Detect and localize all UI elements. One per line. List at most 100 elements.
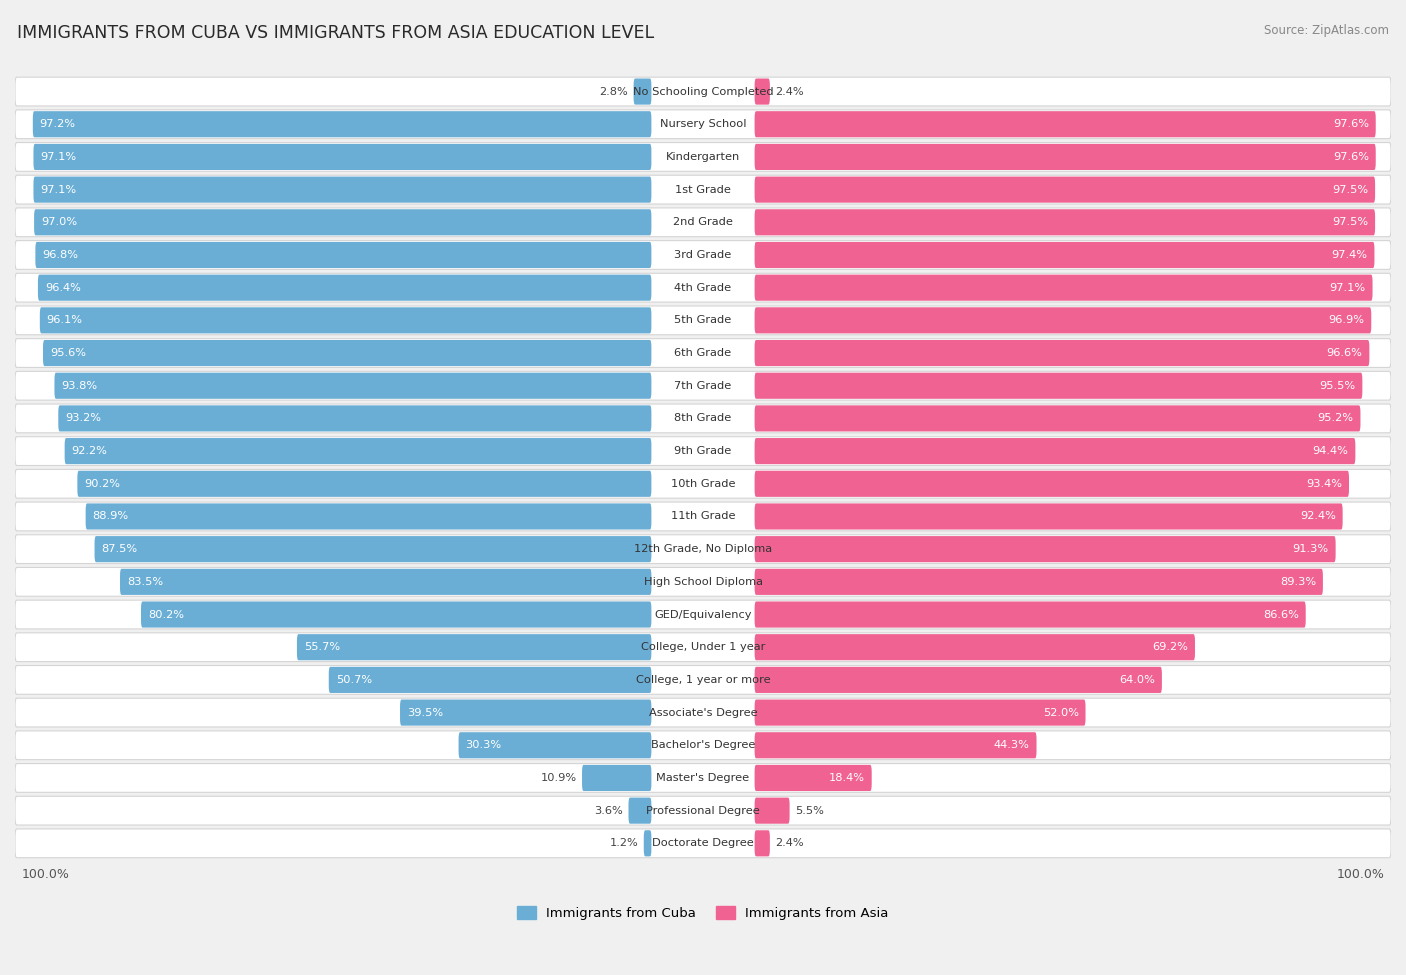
Text: 97.2%: 97.2%: [39, 119, 76, 130]
Text: 97.1%: 97.1%: [41, 184, 76, 195]
Text: No Schooling Completed: No Schooling Completed: [633, 87, 773, 97]
Text: 97.6%: 97.6%: [1333, 152, 1369, 162]
FancyBboxPatch shape: [141, 602, 651, 628]
FancyBboxPatch shape: [755, 471, 1348, 497]
FancyBboxPatch shape: [755, 568, 1323, 595]
Text: Nursery School: Nursery School: [659, 119, 747, 130]
Text: Associate's Degree: Associate's Degree: [648, 708, 758, 718]
Text: 86.6%: 86.6%: [1263, 609, 1299, 619]
Text: 96.8%: 96.8%: [42, 250, 79, 260]
Legend: Immigrants from Cuba, Immigrants from Asia: Immigrants from Cuba, Immigrants from As…: [512, 901, 894, 925]
FancyBboxPatch shape: [329, 667, 651, 693]
FancyBboxPatch shape: [755, 798, 790, 824]
Text: 44.3%: 44.3%: [994, 740, 1029, 751]
Text: 97.6%: 97.6%: [1333, 119, 1369, 130]
FancyBboxPatch shape: [15, 208, 1391, 237]
FancyBboxPatch shape: [15, 404, 1391, 433]
FancyBboxPatch shape: [15, 338, 1391, 368]
Text: 4th Grade: 4th Grade: [675, 283, 731, 292]
Text: 11th Grade: 11th Grade: [671, 512, 735, 522]
Text: 97.1%: 97.1%: [41, 152, 76, 162]
Text: 5.5%: 5.5%: [796, 805, 824, 816]
Text: 93.8%: 93.8%: [62, 380, 97, 391]
FancyBboxPatch shape: [755, 78, 770, 104]
Text: 96.1%: 96.1%: [46, 315, 83, 326]
FancyBboxPatch shape: [32, 111, 651, 137]
Text: 39.5%: 39.5%: [406, 708, 443, 718]
Text: 52.0%: 52.0%: [1043, 708, 1078, 718]
Text: 100.0%: 100.0%: [22, 868, 70, 880]
FancyBboxPatch shape: [401, 699, 651, 725]
Text: 7th Grade: 7th Grade: [675, 380, 731, 391]
Text: 1.2%: 1.2%: [610, 838, 638, 848]
Text: 97.1%: 97.1%: [1330, 283, 1365, 292]
FancyBboxPatch shape: [644, 831, 651, 856]
FancyBboxPatch shape: [15, 306, 1391, 334]
FancyBboxPatch shape: [65, 438, 651, 464]
Text: 30.3%: 30.3%: [465, 740, 502, 751]
FancyBboxPatch shape: [755, 275, 1372, 300]
Text: 92.2%: 92.2%: [72, 447, 107, 456]
Text: Bachelor's Degree: Bachelor's Degree: [651, 740, 755, 751]
Text: 1st Grade: 1st Grade: [675, 184, 731, 195]
FancyBboxPatch shape: [458, 732, 651, 759]
Text: 64.0%: 64.0%: [1119, 675, 1154, 684]
FancyBboxPatch shape: [755, 176, 1375, 203]
FancyBboxPatch shape: [15, 534, 1391, 564]
Text: 18.4%: 18.4%: [828, 773, 865, 783]
FancyBboxPatch shape: [35, 242, 651, 268]
FancyBboxPatch shape: [755, 438, 1355, 464]
FancyBboxPatch shape: [755, 210, 1375, 235]
Text: Master's Degree: Master's Degree: [657, 773, 749, 783]
FancyBboxPatch shape: [755, 340, 1369, 367]
FancyBboxPatch shape: [15, 176, 1391, 204]
FancyBboxPatch shape: [15, 567, 1391, 597]
Text: 91.3%: 91.3%: [1292, 544, 1329, 554]
FancyBboxPatch shape: [58, 406, 651, 432]
Text: 90.2%: 90.2%: [84, 479, 121, 488]
FancyBboxPatch shape: [120, 568, 651, 595]
Text: 100.0%: 100.0%: [1336, 868, 1384, 880]
Text: 5th Grade: 5th Grade: [675, 315, 731, 326]
FancyBboxPatch shape: [755, 144, 1375, 170]
Text: 97.4%: 97.4%: [1331, 250, 1368, 260]
Text: Professional Degree: Professional Degree: [647, 805, 759, 816]
Text: 88.9%: 88.9%: [93, 512, 128, 522]
FancyBboxPatch shape: [628, 798, 651, 824]
Text: 8th Grade: 8th Grade: [675, 413, 731, 423]
Text: 80.2%: 80.2%: [148, 609, 184, 619]
Text: 89.3%: 89.3%: [1279, 577, 1316, 587]
FancyBboxPatch shape: [15, 469, 1391, 498]
Text: 95.5%: 95.5%: [1319, 380, 1355, 391]
Text: 95.6%: 95.6%: [49, 348, 86, 358]
Text: 92.4%: 92.4%: [1301, 512, 1336, 522]
Text: 2.4%: 2.4%: [775, 87, 804, 97]
FancyBboxPatch shape: [15, 731, 1391, 760]
Text: 96.6%: 96.6%: [1327, 348, 1362, 358]
FancyBboxPatch shape: [34, 210, 651, 235]
FancyBboxPatch shape: [15, 601, 1391, 629]
Text: College, Under 1 year: College, Under 1 year: [641, 643, 765, 652]
Text: 83.5%: 83.5%: [127, 577, 163, 587]
Text: 3.6%: 3.6%: [595, 805, 623, 816]
FancyBboxPatch shape: [34, 176, 651, 203]
Text: 2.8%: 2.8%: [599, 87, 628, 97]
Text: GED/Equivalency: GED/Equivalency: [654, 609, 752, 619]
Text: 96.4%: 96.4%: [45, 283, 80, 292]
Text: 2nd Grade: 2nd Grade: [673, 217, 733, 227]
FancyBboxPatch shape: [755, 307, 1371, 333]
FancyBboxPatch shape: [34, 144, 651, 170]
Text: High School Diploma: High School Diploma: [644, 577, 762, 587]
Text: Source: ZipAtlas.com: Source: ZipAtlas.com: [1264, 24, 1389, 37]
Text: 93.4%: 93.4%: [1306, 479, 1343, 488]
Text: 97.0%: 97.0%: [41, 217, 77, 227]
FancyBboxPatch shape: [755, 111, 1375, 137]
Text: 93.2%: 93.2%: [65, 413, 101, 423]
FancyBboxPatch shape: [39, 307, 651, 333]
Text: 97.5%: 97.5%: [1331, 184, 1368, 195]
FancyBboxPatch shape: [755, 634, 1195, 660]
FancyBboxPatch shape: [755, 831, 770, 856]
FancyBboxPatch shape: [634, 78, 651, 104]
Text: 96.9%: 96.9%: [1329, 315, 1364, 326]
Text: 6th Grade: 6th Grade: [675, 348, 731, 358]
